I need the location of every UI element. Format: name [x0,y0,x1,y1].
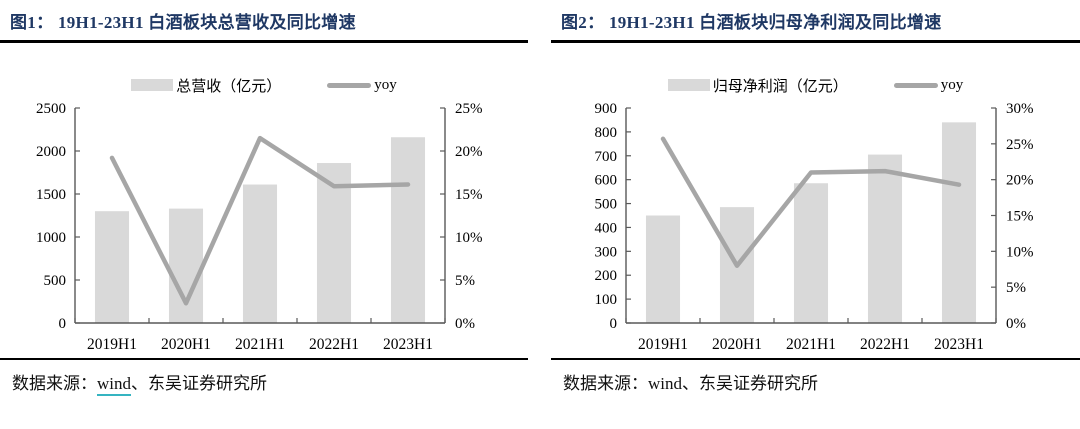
source-prefix: 数据来源： [12,374,97,393]
figure2-legend-yoy-label: yoy [940,76,964,93]
svg-text:2019H1: 2019H1 [87,336,137,353]
figure1-legend-revenue: 总营收（亿元） [131,75,281,96]
svg-text:20%: 20% [1006,173,1034,189]
svg-text:15%: 15% [1006,209,1034,225]
svg-text:2000: 2000 [36,144,66,160]
figure2-legend: 归母净利润（亿元） yoy [551,75,1080,96]
svg-text:2021H1: 2021H1 [235,336,285,353]
svg-text:2023H1: 2023H1 [934,336,984,353]
figure1-legend-yoy-label: yoy [374,76,397,93]
figure2-legend-profit-label: 归母净利润（亿元） [712,78,848,95]
source-prefix: 数据来源： [563,374,648,393]
figure1-title-divider [0,40,528,43]
line-swatch-icon [893,82,938,88]
svg-text:0: 0 [59,316,67,332]
figure2-title: 图2： 19H1-23H1 白酒板块归母净利润及同比增速 [561,13,942,32]
svg-text:1500: 1500 [36,187,66,203]
figure1-plot: 0 500 1000 1500 2000 2500 0% 5% 10% 15% 20% 25% 2019… [36,101,483,353]
svg-text:0: 0 [610,316,618,332]
svg-text:10%: 10% [1006,244,1034,260]
svg-text:400: 400 [595,220,618,236]
svg-text:30%: 30% [1006,101,1034,117]
svg-text:100: 100 [595,292,618,308]
figure1-legend-yoy: yoy [327,77,397,94]
svg-text:25%: 25% [455,101,483,117]
figure2-panel: 图2： 19H1-23H1 白酒板块归母净利润及同比增速 归母净利润（亿元） y… [540,0,1080,394]
svg-text:10%: 10% [455,230,483,246]
svg-text:25%: 25% [1006,137,1034,153]
figure1-panel: 图1： 19H1-23H1 白酒板块总营收及同比增速 总营收（亿元） yoy 0… [0,0,540,396]
svg-text:2500: 2500 [36,101,66,117]
svg-text:500: 500 [595,197,618,213]
svg-text:5%: 5% [455,273,475,289]
wind-link[interactable]: wind [97,374,131,396]
source-suffix: 、东吴证券研究所 [131,374,267,393]
svg-text:1000: 1000 [36,230,66,246]
svg-text:300: 300 [595,244,618,260]
figure1-source: 数据来源：wind、东吴证券研究所 [0,369,528,396]
bar-swatch-icon [667,79,710,91]
report-figures-row: 图1： 19H1-23H1 白酒板块总营收及同比增速 总营收（亿元） yoy 0… [0,0,1080,396]
figure1-source-divider [0,358,528,360]
source-suffix: 、东吴证券研究所 [682,374,818,393]
bar-swatch-icon [131,79,174,91]
figure1-legend-revenue-label: 总营收（亿元） [176,78,282,95]
svg-text:2019H1: 2019H1 [638,336,688,353]
figure2-source: 数据来源：wind、东吴证券研究所 [551,369,1080,394]
svg-text:900: 900 [595,101,618,117]
svg-text:2021H1: 2021H1 [786,336,836,353]
svg-text:15%: 15% [455,187,483,203]
svg-text:0%: 0% [455,316,475,332]
svg-text:2023H1: 2023H1 [383,336,433,353]
svg-text:200: 200 [595,268,618,284]
svg-text:600: 600 [595,173,618,189]
figure2-title-divider [551,40,1080,43]
figure1-title: 图1： 19H1-23H1 白酒板块总营收及同比增速 [10,13,356,32]
svg-text:2022H1: 2022H1 [860,336,910,353]
svg-text:0%: 0% [1006,316,1026,332]
svg-text:20%: 20% [455,144,483,160]
wind-text: wind [648,374,682,393]
figure2-source-divider [551,358,1080,360]
svg-text:700: 700 [595,149,618,165]
figure2-legend-yoy: yoy [893,76,964,94]
figure2-plot: 0 100 200 300 400 500 600 700 800 900 0% 5% 10% 15% 20… [595,101,1034,353]
svg-text:800: 800 [595,125,618,141]
figure1-legend: 总营收（亿元） yoy [0,75,528,96]
svg-text:500: 500 [44,273,67,289]
figure2-legend-profit: 归母净利润（亿元） [667,75,848,96]
svg-text:5%: 5% [1006,280,1026,296]
svg-text:2020H1: 2020H1 [161,336,211,353]
line-swatch-icon [327,82,372,88]
svg-text:2020H1: 2020H1 [712,336,762,353]
svg-text:2022H1: 2022H1 [309,336,359,353]
